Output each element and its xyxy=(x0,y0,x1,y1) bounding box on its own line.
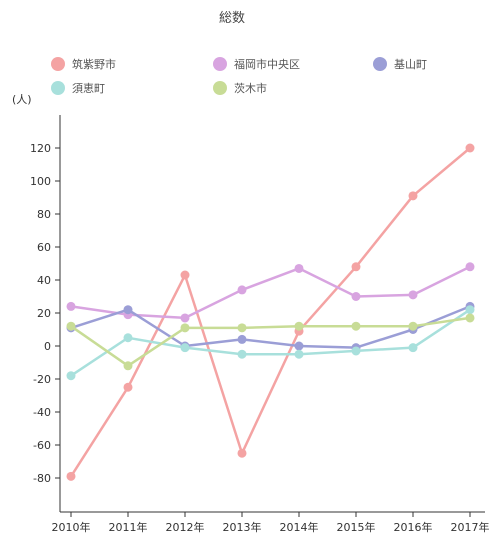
series-group xyxy=(66,305,475,381)
legend-swatch xyxy=(51,81,65,95)
y-tick-label: 20 xyxy=(37,307,51,320)
legend-label: 福岡市中央区 xyxy=(234,57,300,71)
data-point xyxy=(66,471,76,481)
data-point xyxy=(465,262,475,272)
data-point xyxy=(237,334,247,344)
data-point xyxy=(180,313,190,323)
x-tick-label: 2010年 xyxy=(52,520,91,534)
data-point xyxy=(294,349,304,359)
data-point xyxy=(351,346,361,356)
legend-swatch xyxy=(51,57,65,71)
data-point xyxy=(180,323,190,333)
data-point xyxy=(294,321,304,331)
series-group xyxy=(66,143,475,481)
data-point xyxy=(66,371,76,381)
series-line xyxy=(69,147,471,478)
legend-label: 茨木市 xyxy=(234,81,267,95)
series-layer xyxy=(66,143,475,481)
legend-label: 基山町 xyxy=(394,58,427,71)
y-tick-label: -40 xyxy=(33,406,51,419)
data-point xyxy=(465,143,475,153)
x-tick-label: 2012年 xyxy=(166,520,205,534)
data-point xyxy=(408,290,418,300)
legend-label: 筑紫野市 xyxy=(72,57,116,71)
y-tick-label: 120 xyxy=(30,142,51,155)
y-tick-label: 100 xyxy=(30,175,51,188)
series-line xyxy=(70,316,471,368)
series-line xyxy=(70,305,471,349)
x-tick-label: 2014年 xyxy=(280,520,319,534)
y-tick-label: 0 xyxy=(44,340,51,353)
data-point xyxy=(66,321,76,331)
data-point xyxy=(180,343,190,353)
y-tick-label: -60 xyxy=(33,439,51,452)
y-tick-label: 60 xyxy=(37,241,51,254)
data-point xyxy=(294,263,304,273)
data-point xyxy=(465,313,475,323)
x-tick-label: 2013年 xyxy=(223,520,262,534)
legend-swatch xyxy=(213,81,227,95)
legend-label: 須恵町 xyxy=(72,81,105,95)
x-tick-label: 2017年 xyxy=(451,520,490,534)
chart-title: 総数 xyxy=(219,11,245,26)
legend-item: 基山町 xyxy=(373,57,427,71)
data-point xyxy=(237,349,247,359)
y-tick-label: -80 xyxy=(33,472,51,485)
x-tick-label: 2015年 xyxy=(337,520,376,534)
legend-item: 茨木市 xyxy=(213,81,267,95)
legend-item: 筑紫野市 xyxy=(51,57,116,71)
y-tick-label: 80 xyxy=(37,208,51,221)
y-axis-unit-label: (人) xyxy=(12,93,32,106)
data-point xyxy=(294,341,304,351)
axes: 120 100 80 60 40 20 0 -20 -40 -60 -80 2010年 2011年 201… xyxy=(30,115,490,534)
data-point xyxy=(408,343,418,353)
legend-item: 福岡市中央区 xyxy=(213,57,300,71)
data-point xyxy=(66,301,76,311)
legend-item: 須恵町 xyxy=(51,81,105,95)
x-tick-label: 2016年 xyxy=(394,520,433,534)
x-tick-label: 2011年 xyxy=(109,520,148,534)
series-line xyxy=(70,308,471,377)
data-point xyxy=(237,285,247,295)
legend-swatch xyxy=(213,57,227,71)
legend-swatch xyxy=(373,57,387,71)
y-tick-label: -20 xyxy=(33,373,51,386)
data-point xyxy=(123,333,133,343)
data-point xyxy=(237,448,247,458)
data-point xyxy=(351,262,361,272)
data-point xyxy=(465,305,475,315)
data-point xyxy=(351,292,361,301)
data-point xyxy=(351,321,361,331)
series-group xyxy=(66,313,475,371)
y-tick-label: 40 xyxy=(37,274,51,287)
data-point xyxy=(123,382,133,392)
data-point xyxy=(237,323,247,333)
data-point xyxy=(180,270,190,280)
data-point xyxy=(123,361,133,371)
data-point xyxy=(408,321,418,331)
data-point xyxy=(408,191,418,201)
data-point xyxy=(123,305,133,315)
